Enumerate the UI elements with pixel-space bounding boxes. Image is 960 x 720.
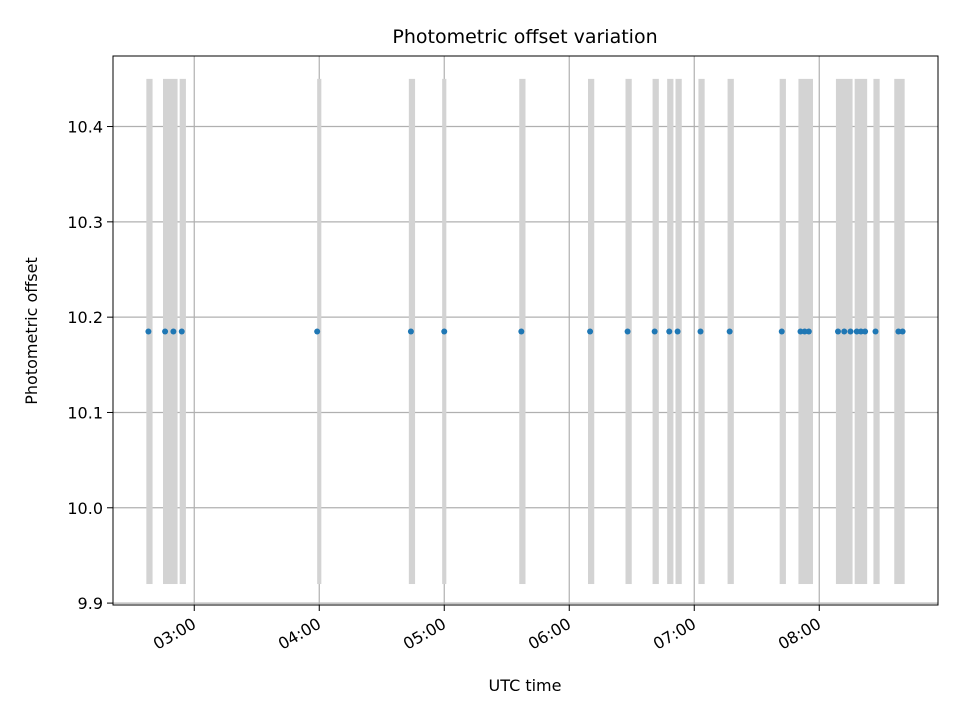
data-point [872,328,879,335]
data-point [518,328,525,335]
data-point [666,328,673,335]
x-axis-label: UTC time [489,676,562,695]
data-point [587,328,594,335]
data-point [697,328,704,335]
data-points [145,328,906,335]
data-point [801,328,808,335]
data-point [726,328,733,335]
data-point [847,328,854,335]
x-tick-label: 06:00 [525,614,574,654]
x-tick-label: 05:00 [400,614,449,654]
data-point [841,328,848,335]
data-point [178,328,185,335]
y-axis-ticks: 9.9 10.0 10.1 10.2 10.3 10.4 [67,118,113,613]
data-point [899,328,906,335]
data-point [853,328,860,335]
data-point [862,328,869,335]
y-tick-label: 10.0 [67,499,103,518]
data-point [674,328,681,335]
y-tick-label: 10.4 [67,118,103,137]
data-point [805,328,812,335]
data-point [145,328,152,335]
data-point [857,328,864,335]
data-point [651,328,658,335]
chart-title: Photometric offset variation [392,26,657,48]
y-tick-label: 10.1 [67,403,103,422]
data-point [778,328,785,335]
x-tick-label: 08:00 [775,614,824,654]
y-tick-label: 9.9 [78,594,103,613]
data-point [624,328,631,335]
data-point [407,328,414,335]
x-tick-label: 03:00 [150,614,199,654]
y-tick-label: 10.3 [67,213,103,232]
x-axis-ticks: 03:00 04:00 05:00 06:00 07:00 08:00 [150,605,824,654]
data-point [170,328,177,335]
data-point [895,328,902,335]
data-point [162,328,169,335]
data-point [797,328,804,335]
y-tick-label: 10.2 [67,308,103,327]
x-tick-label: 04:00 [275,614,324,654]
y-axis-label: Photometric offset [22,257,41,405]
plot-area-frame [112,55,939,606]
data-point [314,328,321,335]
data-point [441,328,448,335]
data-point [835,328,841,335]
observation-band [163,78,178,585]
x-tick-label: 07:00 [650,614,699,654]
